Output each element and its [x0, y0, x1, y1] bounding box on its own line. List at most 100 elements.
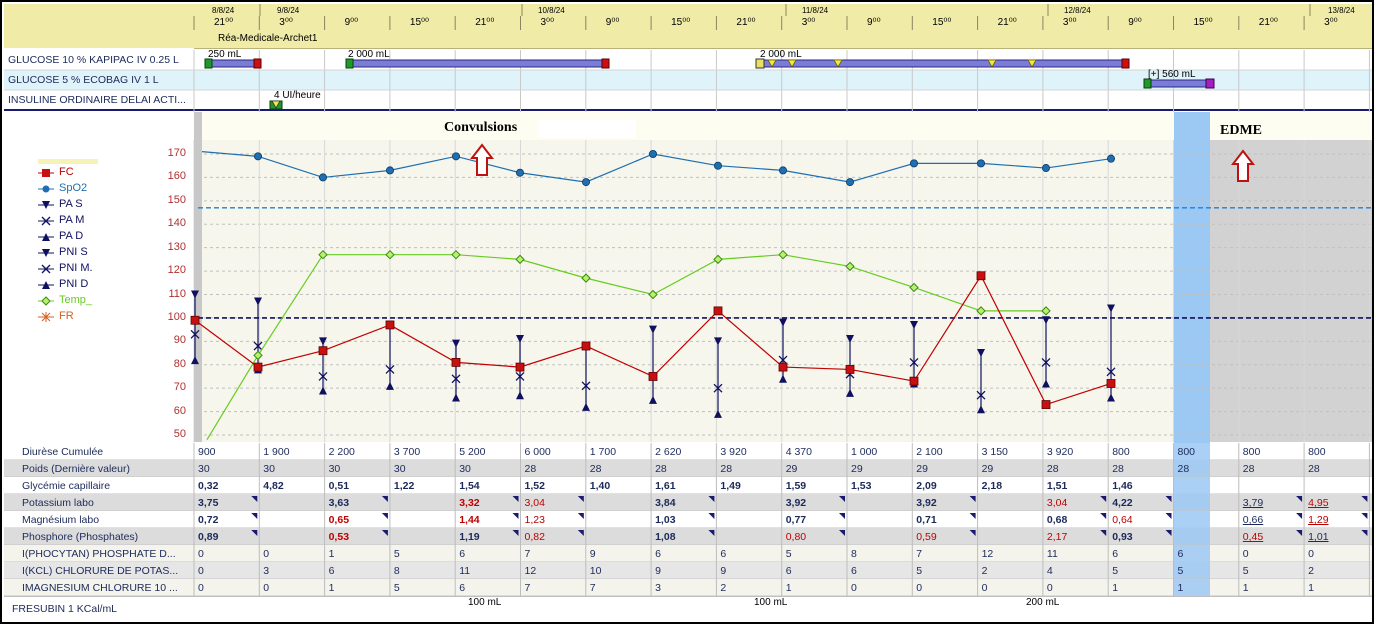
pa-systolic-marker	[910, 320, 918, 329]
table-cell: 1	[1242, 582, 1249, 594]
lab-flag	[1165, 513, 1172, 519]
table-cell: 1	[1177, 582, 1184, 594]
ruler-corner	[4, 4, 194, 30]
spo2-point	[253, 152, 262, 161]
lab-flag	[577, 513, 584, 519]
lab-flag	[969, 530, 976, 536]
temp-point	[385, 249, 395, 260]
pa-systolic-marker	[977, 349, 985, 358]
date-label: 12/8/24	[1064, 6, 1091, 15]
perfusion-annotation: 2 000 mL	[760, 49, 802, 60]
table-cell: 800	[1308, 446, 1326, 458]
event-text-box[interactable]	[538, 120, 636, 138]
perfusion-row[interactable]	[4, 70, 1372, 90]
legend-item-4: PA D	[59, 230, 84, 242]
insuline-dose-marker	[271, 100, 281, 109]
nutrition-row[interactable]: FRESUBIN 1 KCal/mL	[4, 596, 1372, 622]
y-tick-label: 110	[168, 287, 186, 300]
table-cell: 1	[328, 548, 335, 560]
pa-diastolic-marker	[779, 374, 787, 383]
lab-flag	[708, 530, 715, 536]
table-cell: 4 370	[785, 446, 812, 458]
table-cell: 3,84	[655, 497, 676, 509]
table-cell: 2	[1308, 565, 1314, 577]
temp-point	[1041, 306, 1051, 316]
perfusion-panel: GLUCOSE 10 % KAPIPAC IV 0.25 L GLUCOSE 5…	[4, 50, 1372, 112]
table-cell: 5	[1177, 565, 1184, 577]
lab-flag	[381, 530, 388, 536]
legend-fr-icon	[41, 312, 51, 322]
pa-diastolic-marker	[452, 393, 460, 402]
pa-mean-marker	[190, 329, 200, 339]
lab-flag	[969, 496, 976, 502]
pa-mean-marker	[909, 357, 919, 367]
table-cell: 800	[1242, 446, 1261, 458]
perf-bar-glucose10-b	[347, 59, 607, 68]
hour-label: 15⁰⁰	[932, 17, 952, 28]
pa-mean-marker	[385, 364, 395, 374]
hour-label: 3⁰⁰	[279, 17, 293, 28]
y-tick-label: 50	[173, 428, 186, 440]
nutrition-annotation: 100 mL	[468, 597, 502, 608]
table-cell: 4,95	[1308, 497, 1329, 509]
table-cell: 1,51	[1046, 480, 1068, 492]
current-column-cell	[1174, 545, 1210, 562]
time-ruler: 8/8/24 9/8/24 10/8/24 11/8/24 12/8/24 13/8/24…	[4, 4, 1372, 31]
table-cell: 0,82	[524, 531, 545, 543]
table-cell: 3 920	[720, 446, 747, 458]
y-tick-label: 90	[173, 334, 186, 347]
fc-point	[318, 346, 328, 356]
table-cell: 3,92	[785, 497, 807, 509]
table-cell: 6	[655, 548, 661, 560]
table-cell: 0,53	[328, 531, 350, 543]
perf-bar-glucose10-a-start	[204, 58, 213, 69]
table-cell: 29	[916, 463, 928, 475]
table-cell: 0	[198, 565, 204, 577]
lab-flag	[577, 530, 584, 536]
table-cell: 2,17	[1046, 531, 1068, 543]
temp-point	[515, 254, 525, 265]
table-cell: 2	[720, 582, 727, 594]
table-cell: 1,49	[720, 480, 741, 492]
table-cell: 28	[1177, 463, 1190, 475]
table-cell: 4,82	[263, 480, 284, 492]
lab-flag	[1165, 496, 1172, 502]
location-corner	[4, 30, 194, 48]
legend-item-7: PNI D	[59, 278, 89, 290]
table-cell: 5	[393, 582, 400, 594]
perfusion-row[interactable]	[4, 90, 1372, 110]
lab-flag	[251, 496, 258, 502]
table-row-bg	[4, 579, 1372, 596]
temp-point	[648, 289, 658, 300]
y-tick-label: 60	[173, 404, 186, 417]
lab-flag	[251, 530, 258, 536]
perf-bar-glucose10-a-end	[253, 58, 262, 69]
perf-bar-glucose5	[1145, 79, 1213, 88]
table-cell: 1,54	[459, 480, 480, 492]
lab-flag	[708, 496, 715, 502]
table-cell: 4	[1046, 565, 1053, 577]
table-cell: 5	[1112, 565, 1119, 577]
legend-mean-icon	[41, 264, 51, 274]
table-cell: 5	[785, 548, 792, 560]
perfusion-annotation: 250 mL	[208, 49, 242, 60]
pa-diastolic-marker	[714, 409, 722, 418]
hour-label: 21⁰⁰	[214, 17, 234, 28]
table-row-bg	[4, 477, 1372, 494]
table-cell: 0,32	[198, 480, 219, 492]
legend-spo2-icon	[42, 185, 50, 193]
pa-diastolic-marker	[516, 391, 524, 400]
table-cell: 1,61	[655, 480, 676, 492]
table-row-label: Phosphore (Phosphates)	[22, 531, 139, 543]
perf-bar-glucose10-a	[206, 59, 259, 68]
pa-diastolic-marker	[191, 356, 199, 365]
table-cell: 800	[1177, 446, 1196, 458]
table-cell: 3,63	[328, 497, 350, 509]
table-cell: 7	[589, 582, 596, 594]
table-cell: 28	[1308, 463, 1320, 475]
perf-bar-glucose10-b-end	[601, 58, 610, 69]
hour-label: 3⁰⁰	[1062, 17, 1077, 28]
table-cell: 2,09	[916, 480, 937, 492]
table-row-bg	[4, 528, 1372, 545]
